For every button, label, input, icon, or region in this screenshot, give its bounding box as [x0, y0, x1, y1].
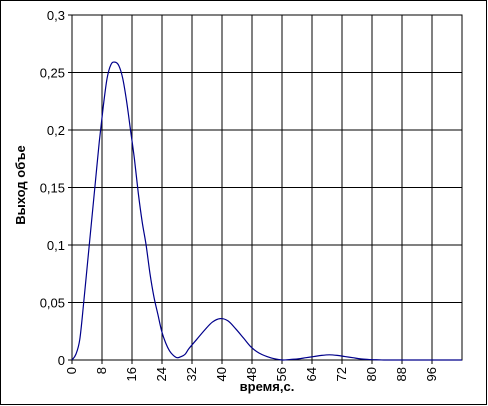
x-axis-label: время,с.: [240, 379, 295, 394]
y-axis-label: Выход объе: [13, 145, 28, 225]
y-axis-ticks: 0 0,05 0,1 0,15 0,2 0,25 0,3: [40, 8, 72, 368]
y-tick-label: 0,3: [47, 8, 65, 23]
y-tick-label: 0,2: [47, 123, 65, 138]
x-tick-label: 88: [394, 367, 409, 381]
x-tick-label: 56: [274, 367, 289, 381]
x-tick-label: 80: [364, 367, 379, 381]
x-tick-label: 32: [184, 367, 199, 381]
y-tick-label: 0,25: [40, 66, 65, 81]
x-tick-label: 24: [154, 367, 169, 381]
x-tick-label: 0: [64, 367, 79, 374]
x-tick-label: 96: [424, 367, 439, 381]
x-tick-label: 8: [94, 367, 109, 374]
series-line: [71, 61, 462, 361]
y-tick-label: 0,1: [47, 238, 65, 253]
x-axis-ticks: 0 8 16 24 32 40 48 56 64 72 80 88 96: [64, 360, 439, 381]
y-tick-label: 0: [58, 353, 65, 368]
y-tick-label: 0,05: [40, 296, 65, 311]
grid: [72, 14, 462, 361]
x-tick-label: 40: [214, 367, 229, 381]
x-tick-label: 72: [334, 367, 349, 381]
y-tick-label: 0,15: [40, 181, 65, 196]
x-tick-label: 64: [304, 367, 319, 381]
x-tick-label: 48: [244, 367, 259, 381]
x-tick-label: 16: [124, 367, 139, 381]
